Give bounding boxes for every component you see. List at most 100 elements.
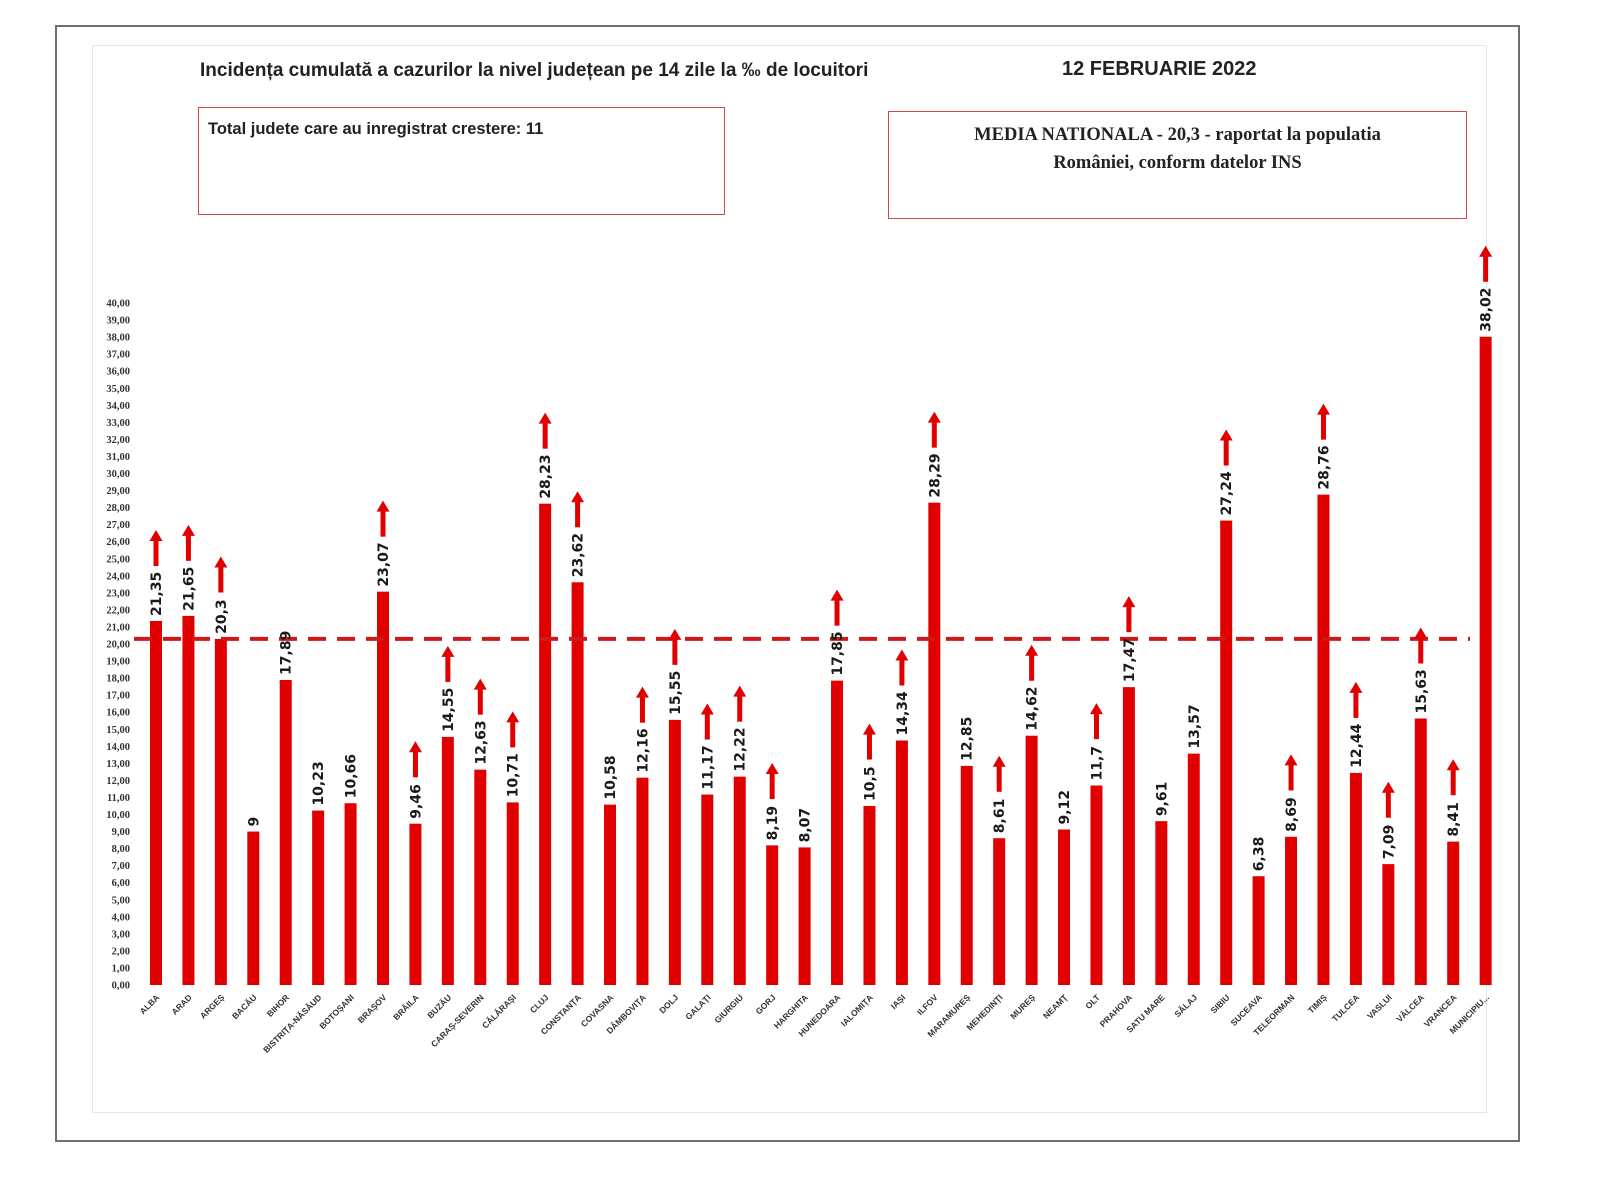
bar-value-label: 12,85 — [960, 717, 976, 761]
bar — [441, 736, 454, 985]
bar — [1155, 821, 1168, 985]
y-tick-label: 25,00 — [106, 554, 130, 565]
y-tick-label: 30,00 — [106, 469, 130, 480]
trend-up-arrow — [1219, 429, 1233, 466]
y-tick-label: 9,00 — [112, 827, 130, 838]
bar-value-label: 15,63 — [1414, 669, 1430, 713]
trend-up-arrow — [1479, 245, 1493, 282]
y-tick-label: 29,00 — [106, 486, 130, 497]
bar — [1479, 336, 1492, 985]
value-labels-group: 21,35 21,65 20,3 9 17,89 10,23 10,66 23,07 9,46 1… — [149, 287, 1495, 871]
y-tick-label: 33,00 — [106, 418, 130, 429]
category-label: IAȘI — [889, 992, 908, 1011]
y-tick-label: 6,00 — [112, 878, 130, 889]
trend-up-arrow — [635, 686, 649, 723]
category-label: ALBA — [138, 992, 162, 1016]
trend-up-arrow — [214, 556, 228, 593]
bar — [1285, 836, 1298, 985]
category-label: TULCEA — [1330, 992, 1361, 1023]
bars-group — [150, 336, 1492, 985]
bar-value-label: 10,58 — [603, 755, 619, 799]
bar-value-label: 12,22 — [733, 727, 749, 771]
bar — [150, 620, 162, 985]
bar-value-label: 12,16 — [635, 728, 651, 772]
category-label: BISTRIȚA-NĂSĂUD — [261, 992, 324, 1055]
category-label: BIHOR — [265, 992, 291, 1018]
bar-value-label: 14,55 — [441, 688, 457, 732]
y-tick-label: 37,00 — [106, 350, 130, 361]
bar — [279, 679, 292, 985]
trend-up-arrow — [765, 762, 779, 799]
bar — [636, 777, 649, 985]
bar-value-label: 9,12 — [1057, 790, 1073, 825]
bar-value-label: 17,85 — [830, 631, 846, 675]
category-label: BACĂU — [230, 992, 259, 1021]
bar-value-label: 8,19 — [765, 806, 781, 841]
trend-up-arrow — [571, 491, 585, 528]
bar — [214, 638, 227, 985]
bar — [182, 615, 195, 985]
bar — [474, 769, 487, 985]
bar — [993, 838, 1006, 985]
category-label: GIURGIU — [712, 992, 745, 1025]
y-tick-label: 12,00 — [106, 776, 130, 787]
trend-up-arrow — [1414, 627, 1428, 664]
y-tick-label: 8,00 — [112, 844, 130, 855]
y-tick-label: 38,00 — [106, 333, 130, 344]
category-label: ARAD — [169, 992, 193, 1016]
trend-arrows-group — [149, 245, 1493, 818]
bar — [506, 802, 519, 985]
bar-value-label: 13,57 — [1187, 704, 1203, 748]
trend-up-arrow — [1446, 759, 1460, 796]
trend-up-arrow — [668, 628, 682, 665]
category-label: DOLJ — [657, 992, 680, 1015]
y-tick-label: 36,00 — [106, 367, 130, 378]
category-label: VÂLCEA — [1394, 992, 1426, 1024]
bar-value-label: 7,09 — [1381, 825, 1397, 860]
bar — [863, 805, 876, 985]
category-label: OLT — [1083, 992, 1102, 1011]
bar-value-label: 8,61 — [992, 799, 1008, 834]
bar-value-label: 10,23 — [311, 761, 327, 805]
y-tick-label: 40,00 — [106, 299, 130, 310]
y-tick-label: 22,00 — [106, 605, 130, 616]
trend-up-arrow — [992, 755, 1006, 792]
y-axis: 0,00 1,00 2,00 3,00 4,00 5,00 6,00 7,00 8,00 9,00… — [106, 299, 130, 992]
y-tick-label: 13,00 — [106, 759, 130, 770]
bar — [766, 845, 779, 985]
increase-count-text: Total judete care au inregistrat crester… — [208, 120, 544, 138]
national-average-box: MEDIA NATIONALA - 20,3 - raportat la pop… — [888, 111, 1467, 219]
bar — [1058, 829, 1071, 985]
y-tick-label: 20,00 — [106, 640, 130, 651]
category-label: IALOMIȚA — [839, 992, 875, 1028]
trend-up-arrow — [1122, 596, 1136, 633]
bar — [377, 591, 390, 985]
category-label: BUZĂU — [425, 992, 453, 1020]
bar-value-label: 8,07 — [798, 808, 814, 843]
bar — [1349, 772, 1362, 985]
national-average-line-2: României, conform datelor INS — [1053, 152, 1302, 173]
trend-up-arrow — [895, 649, 909, 686]
trend-up-arrow — [1284, 754, 1298, 791]
national-average-text: MEDIA NATIONALA - 20,3 - raportat la pop… — [889, 122, 1466, 178]
bar — [312, 810, 325, 985]
bar-value-label: 17,47 — [1122, 638, 1138, 682]
trend-up-arrow — [149, 529, 163, 566]
trend-up-arrow — [733, 685, 747, 722]
bar — [895, 740, 908, 985]
bar — [701, 794, 714, 985]
trend-up-arrow — [538, 412, 552, 449]
category-label: BRAȘOV — [356, 992, 389, 1025]
bar-value-label: 15,55 — [668, 671, 684, 715]
bar — [1252, 876, 1265, 985]
bar — [668, 719, 681, 985]
national-average-line-1: MEDIA NATIONALA - 20,3 - raportat la pop… — [974, 125, 1381, 145]
bar — [1187, 753, 1200, 985]
bar — [1317, 494, 1330, 985]
y-tick-label: 2,00 — [112, 946, 130, 957]
outer-frame — [55, 25, 1520, 1142]
trend-up-arrow — [862, 723, 876, 760]
category-label: NEAMȚ — [1041, 992, 1070, 1021]
bar — [344, 803, 357, 985]
